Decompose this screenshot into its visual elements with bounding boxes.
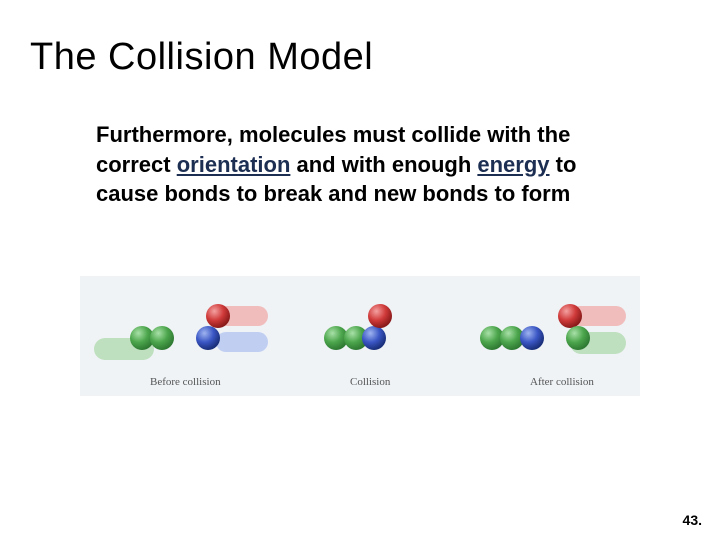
- keyword-energy: energy: [477, 152, 549, 177]
- collision-blue: [362, 326, 386, 350]
- after-red: [558, 304, 582, 328]
- keyword-orientation: orientation: [177, 152, 291, 177]
- after-green3: [566, 326, 590, 350]
- before-blue: [196, 326, 220, 350]
- before-green2: [150, 326, 174, 350]
- after-blue: [520, 326, 544, 350]
- blur-blue-before: [216, 332, 268, 352]
- collision-red: [368, 304, 392, 328]
- slide-title: The Collision Model: [30, 36, 373, 79]
- caption-after: After collision: [530, 376, 594, 388]
- collision-figure: Before collision Collision After collisi…: [80, 276, 640, 396]
- before-red: [206, 304, 230, 328]
- body-part2: and with enough: [290, 152, 477, 177]
- body-text: Furthermore, molecules must collide with…: [96, 120, 616, 209]
- page-number: 43.: [683, 512, 702, 528]
- caption-collision: Collision: [350, 376, 390, 388]
- caption-before: Before collision: [150, 376, 221, 388]
- slide: The Collision Model Furthermore, molecul…: [0, 0, 720, 540]
